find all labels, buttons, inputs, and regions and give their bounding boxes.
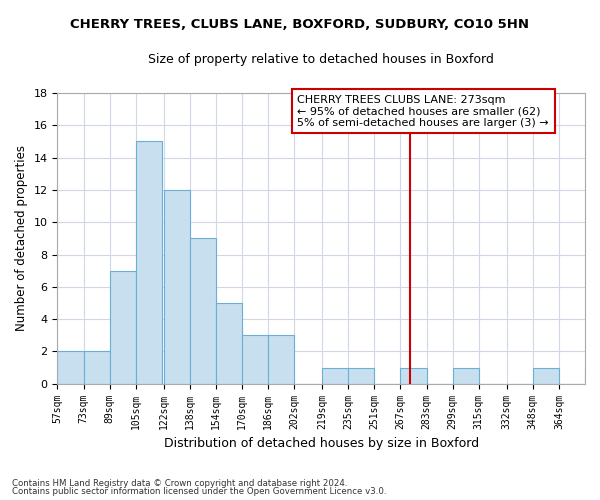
- Bar: [190, 238, 216, 384]
- Text: CHERRY TREES CLUBS LANE: 273sqm
← 95% of detached houses are smaller (62)
5% of : CHERRY TREES CLUBS LANE: 273sqm ← 95% of…: [298, 94, 549, 128]
- Bar: [322, 368, 348, 384]
- Bar: [585, 368, 600, 384]
- Bar: [242, 336, 268, 384]
- Bar: [216, 303, 242, 384]
- X-axis label: Distribution of detached houses by size in Boxford: Distribution of detached houses by size …: [164, 437, 479, 450]
- Bar: [533, 368, 559, 384]
- Text: Contains public sector information licensed under the Open Government Licence v3: Contains public sector information licen…: [12, 487, 386, 496]
- Bar: [83, 352, 110, 384]
- Bar: [58, 352, 83, 384]
- Bar: [268, 336, 294, 384]
- Bar: [452, 368, 479, 384]
- Bar: [136, 142, 162, 384]
- Bar: [110, 270, 136, 384]
- Title: Size of property relative to detached houses in Boxford: Size of property relative to detached ho…: [148, 52, 494, 66]
- Text: CHERRY TREES, CLUBS LANE, BOXFORD, SUDBURY, CO10 5HN: CHERRY TREES, CLUBS LANE, BOXFORD, SUDBU…: [71, 18, 530, 30]
- Bar: [400, 368, 427, 384]
- Bar: [164, 190, 190, 384]
- Text: Contains HM Land Registry data © Crown copyright and database right 2024.: Contains HM Land Registry data © Crown c…: [12, 478, 347, 488]
- Y-axis label: Number of detached properties: Number of detached properties: [15, 146, 28, 332]
- Bar: [348, 368, 374, 384]
